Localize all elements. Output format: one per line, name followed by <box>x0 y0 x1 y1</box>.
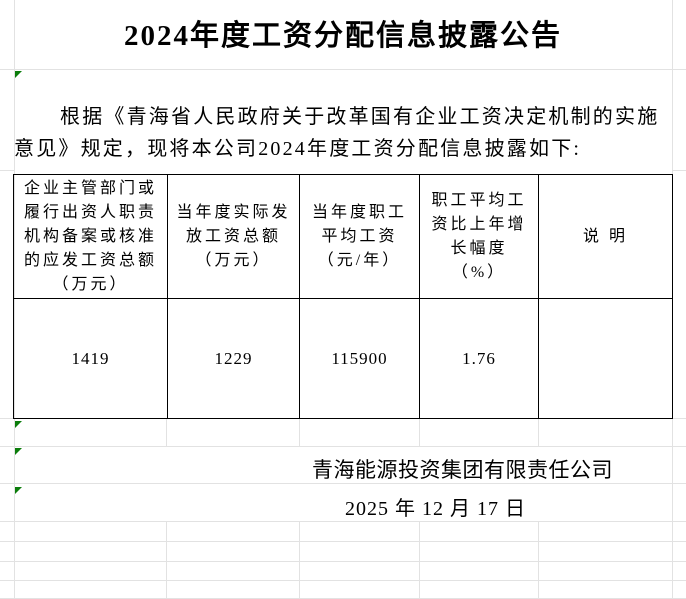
wage-disclosure-table: 企业主管部门或 履行出资人职责 机构备案或核准 的应发工资总额 （万元） 当年度… <box>13 174 673 419</box>
gridline-column <box>299 418 300 446</box>
gridline-column <box>538 521 539 599</box>
page-title[interactable]: 2024年度工资分配信息披露公告 <box>123 20 562 52</box>
gridline-row <box>672 170 686 171</box>
header-actual-paid-wages[interactable]: 当年度实际发 放工资总额 （万元） <box>167 174 300 299</box>
cell-wage-growth-rate[interactable]: 1.76 <box>419 298 539 419</box>
signature-date[interactable]: 2025 年 12 月 17 日 <box>345 498 526 520</box>
gridline-row <box>0 446 686 447</box>
gridline-column <box>419 418 420 446</box>
gridline-row <box>0 521 686 522</box>
gridline-row <box>0 541 686 542</box>
gridline-column <box>299 521 300 599</box>
gridline-column <box>166 418 167 446</box>
signature-company-name[interactable]: 青海能源投资集团有限责任公司 <box>312 458 613 482</box>
cell-error-indicator-icon <box>15 421 22 428</box>
table-data-row: 1419 1229 115900 1.76 <box>13 298 673 419</box>
gridline-row <box>0 69 686 70</box>
cell-average-wage[interactable]: 115900 <box>299 298 420 419</box>
gridline-column <box>672 0 673 599</box>
cell-error-indicator-icon <box>15 71 22 78</box>
intro-paragraph-line-2[interactable]: 意见》规定，现将本公司2024年度工资分配信息披露如下: <box>14 138 582 160</box>
header-average-wage[interactable]: 当年度职工 平均工资 （元/年） <box>299 174 420 299</box>
gridline-column <box>538 418 539 446</box>
header-wage-growth-rate[interactable]: 职工平均工 资比上年增 长幅度 （%） <box>419 174 539 299</box>
intro-paragraph-line-1[interactable]: 根据《青海省人民政府关于改革国有企业工资决定机制的实施 <box>60 106 660 128</box>
gridline-column <box>419 521 420 599</box>
header-remarks[interactable]: 说 明 <box>538 174 673 299</box>
cell-error-indicator-icon <box>15 487 22 494</box>
gridline-column <box>166 521 167 599</box>
gridline-row <box>0 483 686 484</box>
cell-approved-total-wages[interactable]: 1419 <box>13 298 168 419</box>
gridline-row <box>672 418 686 419</box>
gridline-row <box>0 580 686 581</box>
gridline-row <box>0 418 14 419</box>
cell-error-indicator-icon <box>15 448 22 455</box>
table-header-row: 企业主管部门或 履行出资人职责 机构备案或核准 的应发工资总额 （万元） 当年度… <box>13 174 673 299</box>
gridline-row <box>0 170 14 171</box>
cell-remarks[interactable] <box>538 298 673 419</box>
cell-actual-paid-wages[interactable]: 1229 <box>167 298 300 419</box>
gridline-row <box>0 561 686 562</box>
header-approved-total-wages[interactable]: 企业主管部门或 履行出资人职责 机构备案或核准 的应发工资总额 （万元） <box>13 174 168 299</box>
